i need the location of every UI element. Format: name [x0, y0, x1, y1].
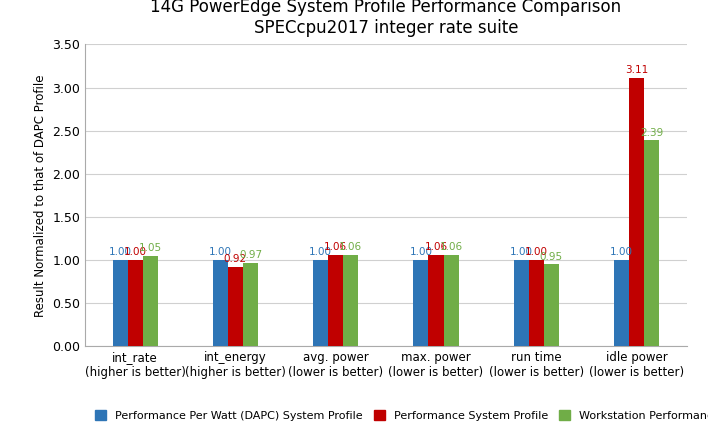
Text: 1.00: 1.00	[108, 247, 132, 258]
Bar	[329, 255, 343, 346]
Bar	[142, 256, 158, 346]
Bar	[614, 260, 629, 346]
Text: 1.00: 1.00	[525, 247, 548, 258]
Text: 1.06: 1.06	[324, 242, 347, 252]
Text: 0.92: 0.92	[224, 254, 247, 264]
Bar	[413, 260, 428, 346]
Text: 1.06: 1.06	[339, 242, 362, 252]
Bar	[443, 255, 459, 346]
Bar	[514, 260, 529, 346]
Bar	[127, 260, 142, 346]
Text: 1.00: 1.00	[510, 247, 532, 258]
Bar	[644, 140, 659, 346]
Text: 3.11: 3.11	[625, 65, 649, 75]
Bar	[343, 255, 358, 346]
Text: 1.00: 1.00	[610, 247, 633, 258]
Text: 0.95: 0.95	[539, 252, 563, 262]
Text: 1.00: 1.00	[409, 247, 433, 258]
Bar	[529, 260, 544, 346]
Bar	[544, 264, 559, 346]
Text: 2.39: 2.39	[640, 127, 663, 138]
Bar	[629, 78, 644, 346]
Legend: Performance Per Watt (DAPC) System Profile, Performance System Profile, Workstat: Performance Per Watt (DAPC) System Profi…	[91, 406, 708, 425]
Y-axis label: Result Normalized to that of DAPC Profile: Result Normalized to that of DAPC Profil…	[33, 74, 47, 317]
Text: 0.97: 0.97	[239, 250, 262, 260]
Text: 1.06: 1.06	[440, 242, 462, 252]
Title: 14G PowerEdge System Profile Performance Comparison
SPECcpu2017 integer rate sui: 14G PowerEdge System Profile Performance…	[150, 0, 622, 37]
Text: 1.06: 1.06	[425, 242, 447, 252]
Bar	[243, 263, 258, 346]
Bar	[228, 267, 243, 346]
Bar	[428, 255, 443, 346]
Text: 1.00: 1.00	[209, 247, 232, 258]
Text: 1.00: 1.00	[309, 247, 332, 258]
Text: 1.05: 1.05	[139, 243, 161, 253]
Text: 1.00: 1.00	[124, 247, 147, 258]
Bar	[113, 260, 127, 346]
Bar	[213, 260, 228, 346]
Bar	[313, 260, 329, 346]
